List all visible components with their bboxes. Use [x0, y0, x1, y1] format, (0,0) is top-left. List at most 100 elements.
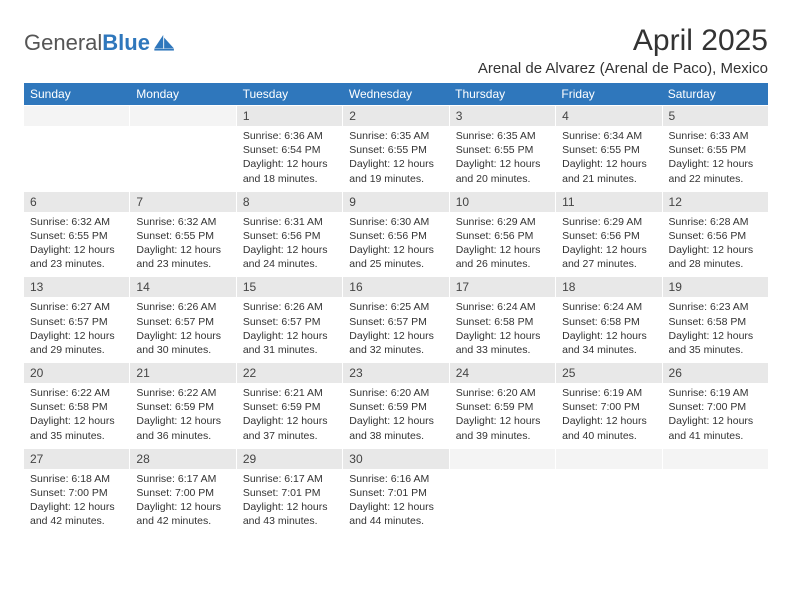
daylight-text: Daylight: 12 hours and 21 minutes. — [562, 157, 655, 185]
calendar-day: 20Sunrise: 6:22 AMSunset: 6:58 PMDayligh… — [24, 363, 130, 448]
day-details — [450, 469, 555, 477]
brand-name-blue: Blue — [102, 30, 150, 55]
day-number: 26 — [663, 363, 768, 383]
dow-saturday: Saturday — [662, 83, 768, 105]
daylight-text: Daylight: 12 hours and 33 minutes. — [456, 329, 549, 357]
calendar-day: 4Sunrise: 6:34 AMSunset: 6:55 PMDaylight… — [556, 106, 662, 191]
daylight-text: Daylight: 12 hours and 41 minutes. — [669, 414, 762, 442]
daylight-text: Daylight: 12 hours and 26 minutes. — [456, 243, 549, 271]
day-details: Sunrise: 6:28 AMSunset: 6:56 PMDaylight:… — [663, 212, 768, 277]
daylight-text: Daylight: 12 hours and 39 minutes. — [456, 414, 549, 442]
sunset-text: Sunset: 6:55 PM — [30, 229, 123, 243]
day-details: Sunrise: 6:24 AMSunset: 6:58 PMDaylight:… — [450, 297, 555, 362]
day-number: 16 — [343, 277, 448, 297]
sunset-text: Sunset: 7:01 PM — [243, 486, 336, 500]
calendar-day: 1Sunrise: 6:36 AMSunset: 6:54 PMDaylight… — [237, 106, 343, 191]
daylight-text: Daylight: 12 hours and 29 minutes. — [30, 329, 123, 357]
sunrise-text: Sunrise: 6:32 AM — [30, 215, 123, 229]
brand-name-gray: General — [24, 30, 102, 55]
calendar-day: 28Sunrise: 6:17 AMSunset: 7:00 PMDayligh… — [130, 449, 236, 534]
sunset-text: Sunset: 6:56 PM — [243, 229, 336, 243]
calendar-week: 20Sunrise: 6:22 AMSunset: 6:58 PMDayligh… — [24, 362, 768, 448]
sunrise-text: Sunrise: 6:20 AM — [349, 386, 442, 400]
daylight-text: Daylight: 12 hours and 32 minutes. — [349, 329, 442, 357]
sunrise-text: Sunrise: 6:24 AM — [456, 300, 549, 314]
day-number: 23 — [343, 363, 448, 383]
day-number: 28 — [130, 449, 235, 469]
day-details — [24, 126, 129, 134]
calendar-day: 12Sunrise: 6:28 AMSunset: 6:56 PMDayligh… — [663, 192, 768, 277]
sunset-text: Sunset: 6:56 PM — [669, 229, 762, 243]
calendar-grid: Sunday Monday Tuesday Wednesday Thursday… — [24, 83, 768, 533]
day-details: Sunrise: 6:34 AMSunset: 6:55 PMDaylight:… — [556, 126, 661, 191]
sunrise-text: Sunrise: 6:35 AM — [456, 129, 549, 143]
daylight-text: Daylight: 12 hours and 43 minutes. — [243, 500, 336, 528]
day-number: . — [130, 106, 235, 126]
sunrise-text: Sunrise: 6:17 AM — [136, 472, 229, 486]
day-number: 20 — [24, 363, 129, 383]
day-details: Sunrise: 6:26 AMSunset: 6:57 PMDaylight:… — [237, 297, 342, 362]
day-details: Sunrise: 6:17 AMSunset: 7:00 PMDaylight:… — [130, 469, 235, 534]
sunset-text: Sunset: 6:54 PM — [243, 143, 336, 157]
daylight-text: Daylight: 12 hours and 20 minutes. — [456, 157, 549, 185]
day-number: 29 — [237, 449, 342, 469]
daylight-text: Daylight: 12 hours and 37 minutes. — [243, 414, 336, 442]
calendar-week: 6Sunrise: 6:32 AMSunset: 6:55 PMDaylight… — [24, 191, 768, 277]
day-details: Sunrise: 6:20 AMSunset: 6:59 PMDaylight:… — [450, 383, 555, 448]
day-details — [556, 469, 661, 477]
day-details: Sunrise: 6:23 AMSunset: 6:58 PMDaylight:… — [663, 297, 768, 362]
sunrise-text: Sunrise: 6:30 AM — [349, 215, 442, 229]
calendar-day: 16Sunrise: 6:25 AMSunset: 6:57 PMDayligh… — [343, 277, 449, 362]
daylight-text: Daylight: 12 hours and 31 minutes. — [243, 329, 336, 357]
day-details: Sunrise: 6:19 AMSunset: 7:00 PMDaylight:… — [663, 383, 768, 448]
sunrise-text: Sunrise: 6:19 AM — [669, 386, 762, 400]
daylight-text: Daylight: 12 hours and 42 minutes. — [136, 500, 229, 528]
calendar-day: 8Sunrise: 6:31 AMSunset: 6:56 PMDaylight… — [237, 192, 343, 277]
sunset-text: Sunset: 6:57 PM — [30, 315, 123, 329]
sunset-text: Sunset: 6:55 PM — [136, 229, 229, 243]
calendar-day: 30Sunrise: 6:16 AMSunset: 7:01 PMDayligh… — [343, 449, 449, 534]
day-number: . — [24, 106, 129, 126]
sunset-text: Sunset: 7:01 PM — [349, 486, 442, 500]
daylight-text: Daylight: 12 hours and 38 minutes. — [349, 414, 442, 442]
sunrise-text: Sunrise: 6:33 AM — [669, 129, 762, 143]
daylight-text: Daylight: 12 hours and 35 minutes. — [669, 329, 762, 357]
calendar-day: 21Sunrise: 6:22 AMSunset: 6:59 PMDayligh… — [130, 363, 236, 448]
daylight-text: Daylight: 12 hours and 19 minutes. — [349, 157, 442, 185]
day-details: Sunrise: 6:31 AMSunset: 6:56 PMDaylight:… — [237, 212, 342, 277]
sunrise-text: Sunrise: 6:19 AM — [562, 386, 655, 400]
day-details: Sunrise: 6:33 AMSunset: 6:55 PMDaylight:… — [663, 126, 768, 191]
daylight-text: Daylight: 12 hours and 22 minutes. — [669, 157, 762, 185]
daylight-text: Daylight: 12 hours and 23 minutes. — [136, 243, 229, 271]
month-title: April 2025 — [478, 24, 768, 58]
day-number: 8 — [237, 192, 342, 212]
day-details: Sunrise: 6:21 AMSunset: 6:59 PMDaylight:… — [237, 383, 342, 448]
sunset-text: Sunset: 6:56 PM — [562, 229, 655, 243]
day-number: 18 — [556, 277, 661, 297]
sunset-text: Sunset: 7:00 PM — [136, 486, 229, 500]
day-number: 15 — [237, 277, 342, 297]
day-number: 27 — [24, 449, 129, 469]
dow-monday: Monday — [130, 83, 236, 105]
day-number: 6 — [24, 192, 129, 212]
sunset-text: Sunset: 6:55 PM — [669, 143, 762, 157]
sunset-text: Sunset: 6:55 PM — [349, 143, 442, 157]
day-number: 19 — [663, 277, 768, 297]
sunrise-text: Sunrise: 6:29 AM — [456, 215, 549, 229]
brand-name: GeneralBlue — [24, 30, 150, 56]
day-number: 12 — [663, 192, 768, 212]
sunrise-text: Sunrise: 6:34 AM — [562, 129, 655, 143]
daylight-text: Daylight: 12 hours and 40 minutes. — [562, 414, 655, 442]
calendar-day: . — [130, 106, 236, 191]
brand-sail-icon — [154, 35, 176, 51]
daylight-text: Daylight: 12 hours and 27 minutes. — [562, 243, 655, 271]
day-details: Sunrise: 6:32 AMSunset: 6:55 PMDaylight:… — [24, 212, 129, 277]
day-number: 9 — [343, 192, 448, 212]
day-details: Sunrise: 6:29 AMSunset: 6:56 PMDaylight:… — [450, 212, 555, 277]
daylight-text: Daylight: 12 hours and 25 minutes. — [349, 243, 442, 271]
calendar-day: 29Sunrise: 6:17 AMSunset: 7:01 PMDayligh… — [237, 449, 343, 534]
day-details: Sunrise: 6:35 AMSunset: 6:55 PMDaylight:… — [450, 126, 555, 191]
daylight-text: Daylight: 12 hours and 24 minutes. — [243, 243, 336, 271]
sunset-text: Sunset: 6:56 PM — [456, 229, 549, 243]
calendar-day: 23Sunrise: 6:20 AMSunset: 6:59 PMDayligh… — [343, 363, 449, 448]
